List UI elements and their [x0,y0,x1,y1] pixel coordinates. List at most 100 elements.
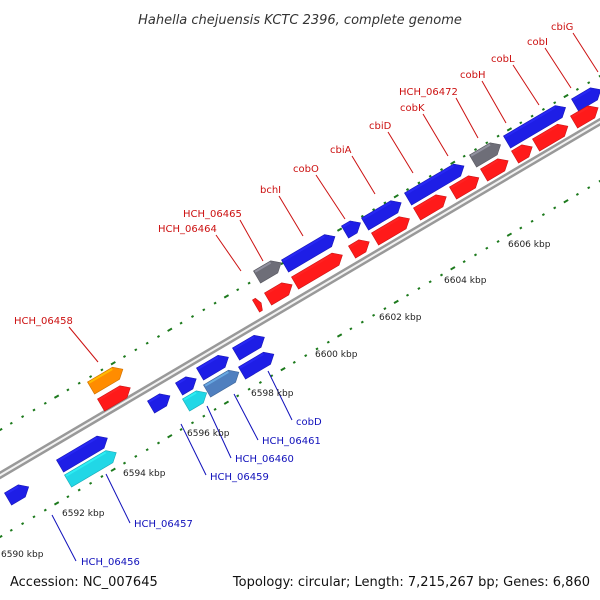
gene-label-hch-06456[interactable]: HCH_06456 [81,557,140,568]
gene-label-hch-06465[interactable]: HCH_06465 [183,209,242,220]
guide-dot [326,340,330,344]
gene-body [252,297,263,313]
gene-label-cobd[interactable]: cobD [296,417,322,428]
guide-dot [53,394,60,399]
gene-arrow-cobi[interactable] [570,102,600,129]
gene-arrow-hch-06464[interactable] [264,279,295,306]
gene-highlight [265,283,283,295]
guide-dot [21,522,25,526]
guide-dot [417,287,421,290]
guide-dot [145,341,149,345]
gene-arrow-cbia[interactable] [371,213,413,246]
label-leader-line [233,393,259,441]
gene-highlight [65,451,107,477]
guide-dot [439,168,444,171]
gene-arrow-cobl[interactable] [532,120,571,152]
gene-body [413,194,447,221]
guide-dot [202,308,206,312]
guide-dot [32,408,36,412]
gene-label-cbig[interactable]: cbiG [551,22,573,33]
guide-dot [530,219,534,223]
gene-label-hch-06458[interactable]: HCH_06458 [14,316,73,327]
gene-arrow-cbid[interactable] [404,160,467,206]
gene-highlight [57,437,98,462]
gene-label-cobl[interactable]: cobL [491,54,515,65]
label-leaders [51,32,599,562]
gene-labels: HCH_06458 HCH_06464 HCH_06465 bchI cobO cbiA c… [14,22,573,568]
gene-arrow-hch-06460[interactable] [232,331,268,361]
gene-label-cobi[interactable]: cobI [527,37,548,48]
gene-arrow-bchi[interactable] [281,231,338,273]
guide-dot [563,93,569,99]
gene-label-hch-06457[interactable]: HCH_06457 [134,519,193,530]
gene-arrow-hch-06459[interactable] [147,390,173,414]
gene-arrow-cobk[interactable] [449,172,482,200]
gene-label-hch-06472[interactable]: HCH_06472 [399,87,458,98]
guide-dot [315,347,319,351]
gene-highlight [5,485,19,495]
gene-label-hch-06464[interactable]: HCH_06464 [158,224,217,235]
gene-arrow-hch-06464[interactable] [252,297,264,313]
guide-dot [304,354,308,358]
gene-arrow-cobd[interactable] [238,348,277,380]
guide-dot [553,206,557,210]
gene-label-cbid[interactable]: cbiD [369,121,392,132]
guide-dot [247,387,251,391]
guide-dot [122,355,127,358]
kbp-tick-label: 6596 kbp [187,429,230,439]
gene-arrow-hch-06457[interactable] [64,447,119,488]
gene-arrow-hch-06461[interactable] [203,366,242,398]
guide-dot [336,333,343,338]
gene-arrow-hch-06458[interactable] [97,382,133,412]
kbp-tick-label: 6594 kbp [123,469,166,479]
gene-highlight [183,391,197,401]
gene-arrow-bchi[interactable] [291,249,345,290]
gene-body [182,390,208,412]
guide-dot [213,301,217,305]
gene-label-bchi[interactable]: bchI [260,185,281,196]
gene-arrow-hch-06461[interactable] [182,387,210,412]
gene-arrow-cobo[interactable] [348,236,372,259]
guide-dot [202,414,206,418]
gene-body [570,105,599,129]
gene-highlight [148,394,160,403]
guide-dot [89,481,93,485]
gene-arrow-cbia[interactable] [361,197,404,231]
gene-label-cobh[interactable]: cobH [460,70,485,81]
gene-highlight [533,125,558,141]
guide-dot [167,327,173,332]
gene-arrow-hch-06460[interactable] [196,351,232,381]
gene-arrow-cbig[interactable] [571,84,600,112]
gene-label-hch-06461[interactable]: HCH_06461 [262,436,321,447]
gene-arrow-hch-06457[interactable] [56,432,110,473]
gene-arrow-cobh[interactable] [503,101,569,149]
kbp-tick-labels: 6590 kbp 6592 kbp 6594 kbp 6596 kbp 6598 kbp… [1,240,551,560]
gene-label-hch-06460[interactable]: HCH_06460 [235,454,294,465]
gene-arrow-hch-06458[interactable] [87,363,126,395]
backbone [0,117,600,480]
gene-highlight [571,106,589,118]
gene-arrow-hch-06472[interactable] [469,139,504,168]
guide-dot [473,253,478,257]
guide-dot [360,320,364,324]
guide-dot [360,214,364,218]
gene-label-cobo[interactable]: cobO [293,164,319,175]
gene-label-cbia[interactable]: cbiA [330,145,352,156]
gene-arrow-hch-06456[interactable] [4,481,32,506]
guide-dot [587,186,591,190]
guide-dot [190,315,195,318]
gene-arrow-hch-06459[interactable] [175,373,199,396]
gene-arrow-cbid[interactable] [413,191,449,221]
guide-dot [473,148,478,151]
gene-arrow-hch-06465[interactable] [253,257,284,284]
gene-arrow-cobh[interactable] [511,141,535,164]
gene-label-hch-06459[interactable]: HCH_06459 [210,472,269,483]
guide-dot [77,381,81,385]
guide-dot [336,227,343,232]
guide-dot [587,81,591,85]
gene-arrow-hch-06472[interactable] [480,155,511,182]
gene-highlight [405,164,454,195]
gene-label-cobk[interactable]: cobK [400,103,425,114]
gene-arrow-cobo[interactable] [341,217,364,239]
